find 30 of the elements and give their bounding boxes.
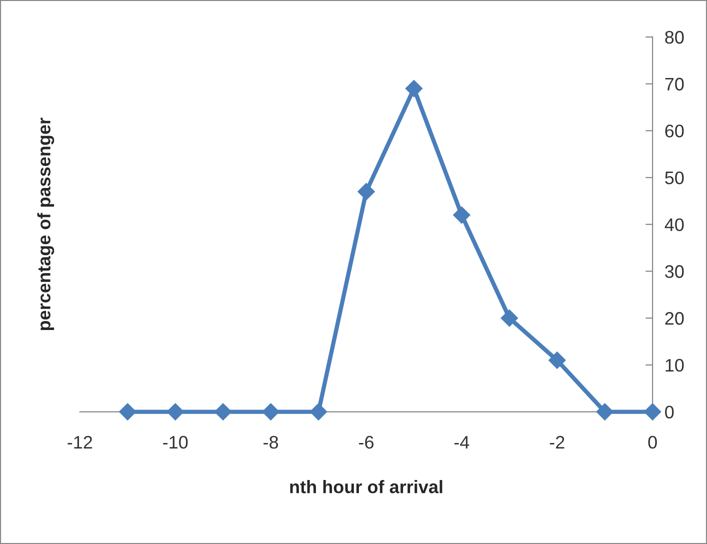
y-tick-label: 10 [666, 358, 684, 372]
point [405, 80, 422, 98]
point [166, 403, 184, 420]
y-tick-label: 50 [665, 171, 684, 184]
y-tick-label: 0 [665, 406, 674, 419]
x-tick-label: -10 [163, 436, 188, 449]
point [548, 352, 566, 369]
x-axis-title: nth hour of arrival [290, 480, 442, 494]
point [358, 183, 375, 200]
y-tick-label: 60 [665, 124, 684, 138]
point [500, 310, 518, 327]
x-tick-label: -8 [264, 436, 278, 449]
point [596, 403, 614, 420]
x-tick-label: -6 [359, 436, 374, 449]
x-tick-label: -12 [68, 436, 92, 449]
y-tick-label: 40 [664, 218, 684, 232]
y-tick-label: 80 [665, 30, 684, 44]
point [214, 403, 232, 420]
point [310, 403, 328, 420]
y-axis-title: percentage of passenger [37, 118, 54, 330]
x-tick-label: -4 [454, 436, 470, 449]
y-tick-label: 30 [665, 265, 684, 278]
x-tick-label: 0 [648, 436, 657, 449]
x-tick-label: -2 [550, 436, 564, 449]
point [262, 403, 280, 420]
y-tick-label: 70 [665, 78, 684, 91]
point [119, 403, 136, 420]
point [644, 403, 662, 420]
y-tick-label: 20 [665, 312, 684, 325]
point [453, 206, 470, 224]
